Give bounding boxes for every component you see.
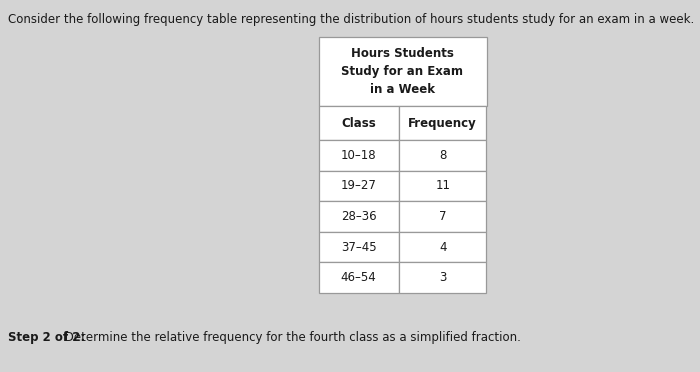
Text: Class: Class (342, 117, 376, 129)
Text: 10–18: 10–18 (341, 149, 377, 162)
Bar (399, 106, 486, 140)
Text: 19–27: 19–27 (341, 180, 377, 192)
Bar (318, 232, 399, 262)
Text: 11: 11 (435, 180, 450, 192)
Text: Consider the following frequency table representing the distribution of hours st: Consider the following frequency table r… (8, 13, 694, 26)
Text: Determine the relative frequency for the fourth class as a simplified fraction.: Determine the relative frequency for the… (61, 331, 521, 344)
Bar (399, 262, 486, 293)
Bar (399, 201, 486, 232)
Bar (318, 140, 399, 171)
Text: 37–45: 37–45 (341, 241, 377, 253)
Text: Frequency: Frequency (408, 117, 477, 129)
Text: 7: 7 (439, 210, 447, 223)
Text: Step 2 of 2:: Step 2 of 2: (8, 331, 85, 344)
Bar (399, 171, 486, 201)
Text: 4: 4 (439, 241, 447, 253)
Bar (318, 201, 399, 232)
Text: 3: 3 (439, 271, 447, 284)
Text: 46–54: 46–54 (341, 271, 377, 284)
Text: 28–36: 28–36 (341, 210, 377, 223)
Bar (399, 232, 486, 262)
Bar (318, 37, 486, 106)
Text: Hours Students
Study for an Exam
in a Week: Hours Students Study for an Exam in a We… (342, 47, 463, 96)
Bar (318, 171, 399, 201)
Bar (318, 106, 399, 140)
Text: 8: 8 (439, 149, 447, 162)
Bar (399, 140, 486, 171)
Bar (318, 262, 399, 293)
